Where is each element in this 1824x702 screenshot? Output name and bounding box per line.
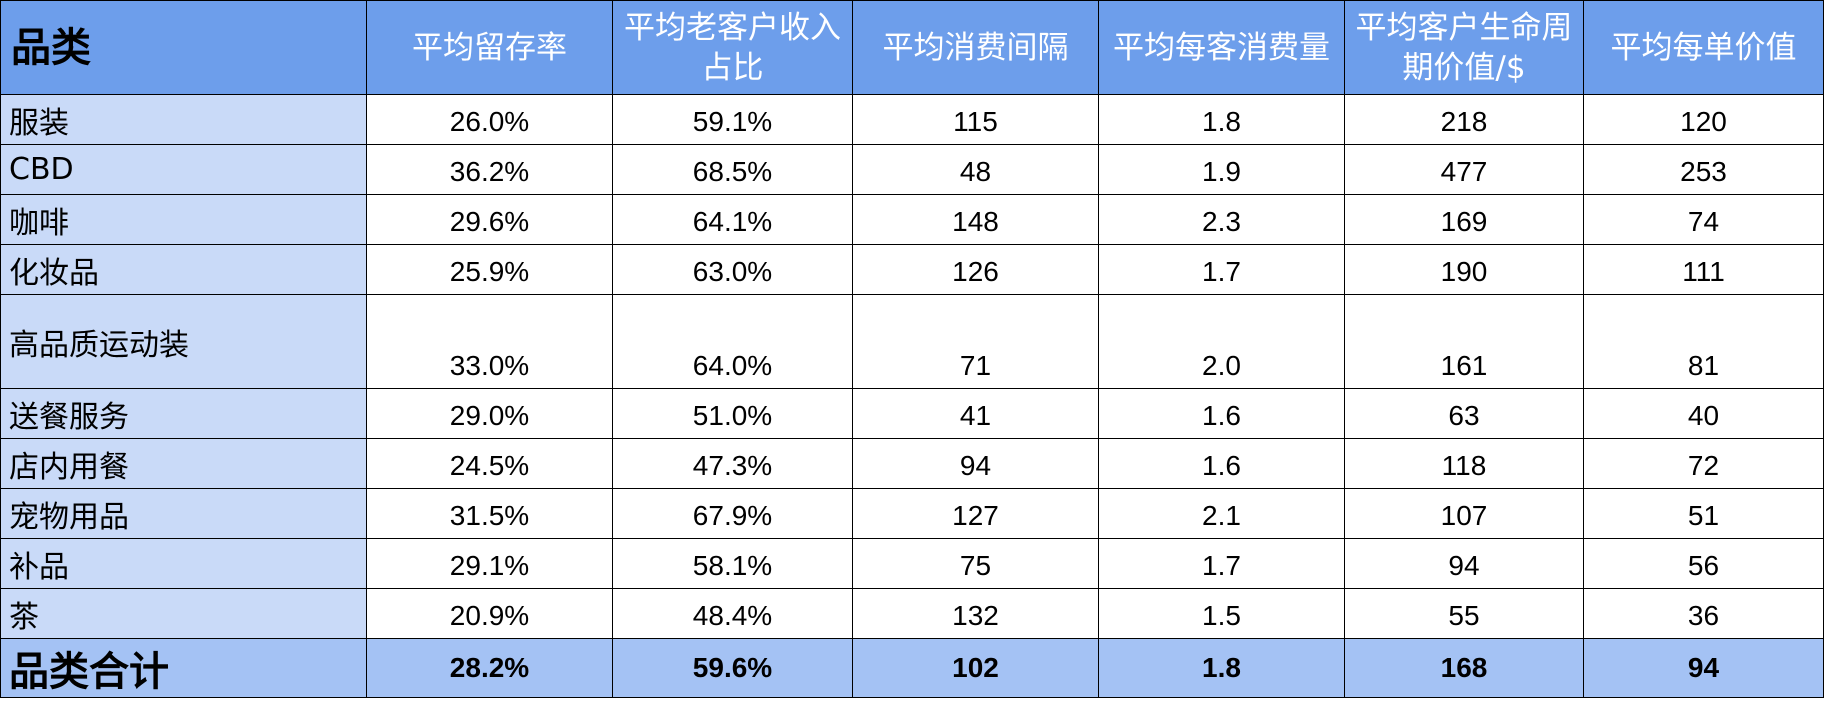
category-cell: 化妆品	[0, 244, 367, 295]
category-cell: 宠物用品	[0, 488, 367, 539]
category-cell: 服装	[0, 94, 367, 145]
customer-lifetime-value-cell: 55	[1344, 588, 1584, 639]
returning-revenue-share-cell: 59.1%	[612, 94, 853, 145]
purchase-interval-cell: 75	[852, 538, 1099, 589]
purchase-interval-cell: 132	[852, 588, 1099, 639]
customer-lifetime-value-cell: 118	[1344, 438, 1584, 489]
table-row: 补品 29.1% 58.1% 75 1.7 94 56	[0, 538, 1824, 589]
retention-cell: 36.2%	[366, 144, 613, 195]
customer-lifetime-value-cell: 218	[1344, 94, 1584, 145]
returning-revenue-share-cell: 48.4%	[612, 588, 853, 639]
average-order-value-cell: 72	[1583, 438, 1824, 489]
category-cell: 送餐服务	[0, 388, 367, 439]
header-purchase-interval: 平均消费间隔	[852, 0, 1099, 95]
total-row: 品类合计 28.2% 59.6% 102 1.8 168 94	[0, 638, 1824, 698]
header-customer-lifetime-value: 平均客户生命周期价值/$	[1344, 0, 1584, 95]
header-retention: 平均留存率	[366, 0, 613, 95]
purchase-interval-cell: 102	[852, 638, 1099, 698]
table-row: 送餐服务 29.0% 51.0% 41 1.6 63 40	[0, 388, 1824, 439]
customer-lifetime-value-cell: 168	[1344, 638, 1584, 698]
category-cell: 品类合计	[0, 638, 367, 698]
customer-lifetime-value-cell: 477	[1344, 144, 1584, 195]
average-order-value-cell: 36	[1583, 588, 1824, 639]
retention-cell: 25.9%	[366, 244, 613, 295]
retention-cell: 26.0%	[366, 94, 613, 145]
average-order-value-cell: 74	[1583, 194, 1824, 245]
returning-revenue-share-cell: 47.3%	[612, 438, 853, 489]
orders-per-customer-cell: 2.1	[1098, 488, 1345, 539]
returning-revenue-share-cell: 58.1%	[612, 538, 853, 589]
purchase-interval-cell: 71	[852, 294, 1099, 389]
customer-lifetime-value-cell: 63	[1344, 388, 1584, 439]
purchase-interval-cell: 115	[852, 94, 1099, 145]
returning-revenue-share-cell: 59.6%	[612, 638, 853, 698]
category-cell: CBD	[0, 144, 367, 195]
table-row: CBD 36.2% 68.5% 48 1.9 477 253	[0, 144, 1824, 195]
orders-per-customer-cell: 1.7	[1098, 538, 1345, 589]
average-order-value-cell: 253	[1583, 144, 1824, 195]
average-order-value-cell: 111	[1583, 244, 1824, 295]
retention-cell: 33.0%	[366, 294, 613, 389]
retention-cell: 29.6%	[366, 194, 613, 245]
orders-per-customer-cell: 1.9	[1098, 144, 1345, 195]
purchase-interval-cell: 127	[852, 488, 1099, 539]
orders-per-customer-cell: 1.6	[1098, 388, 1345, 439]
purchase-interval-cell: 94	[852, 438, 1099, 489]
orders-per-customer-cell: 1.8	[1098, 94, 1345, 145]
returning-revenue-share-cell: 51.0%	[612, 388, 853, 439]
customer-lifetime-value-cell: 94	[1344, 538, 1584, 589]
returning-revenue-share-cell: 63.0%	[612, 244, 853, 295]
purchase-interval-cell: 126	[852, 244, 1099, 295]
returning-revenue-share-cell: 64.1%	[612, 194, 853, 245]
header-orders-per-customer: 平均每客消费量	[1098, 0, 1345, 95]
table-row: 茶 20.9% 48.4% 132 1.5 55 36	[0, 588, 1824, 639]
header-returning-revenue-share: 平均老客户收入占比	[612, 0, 853, 95]
retention-cell: 20.9%	[366, 588, 613, 639]
retention-cell: 28.2%	[366, 638, 613, 698]
table-body: 服装 26.0% 59.1% 115 1.8 218 120 CBD 36.2% 68.5% 48 1…	[0, 94, 1824, 698]
category-cell: 咖啡	[0, 194, 367, 245]
customer-lifetime-value-cell: 169	[1344, 194, 1584, 245]
returning-revenue-share-cell: 64.0%	[612, 294, 853, 389]
orders-per-customer-cell: 1.7	[1098, 244, 1345, 295]
customer-lifetime-value-cell: 107	[1344, 488, 1584, 539]
retention-cell: 31.5%	[366, 488, 613, 539]
header-average-order-value: 平均每单价值	[1583, 0, 1824, 95]
table-row: 化妆品 25.9% 63.0% 126 1.7 190 111	[0, 244, 1824, 295]
category-cell: 茶	[0, 588, 367, 639]
customer-lifetime-value-cell: 190	[1344, 244, 1584, 295]
orders-per-customer-cell: 1.8	[1098, 638, 1345, 698]
returning-revenue-share-cell: 67.9%	[612, 488, 853, 539]
purchase-interval-cell: 41	[852, 388, 1099, 439]
orders-per-customer-cell: 1.6	[1098, 438, 1345, 489]
table-row: 服装 26.0% 59.1% 115 1.8 218 120	[0, 94, 1824, 145]
orders-per-customer-cell: 2.3	[1098, 194, 1345, 245]
orders-per-customer-cell: 1.5	[1098, 588, 1345, 639]
retention-cell: 29.0%	[366, 388, 613, 439]
customer-lifetime-value-cell: 161	[1344, 294, 1584, 389]
average-order-value-cell: 56	[1583, 538, 1824, 589]
table-row: 咖啡 29.6% 64.1% 148 2.3 169 74	[0, 194, 1824, 245]
retention-cell: 29.1%	[366, 538, 613, 589]
table-row: 高品质运动装 33.0% 64.0% 71 2.0 161 81	[0, 294, 1824, 389]
average-order-value-cell: 120	[1583, 94, 1824, 145]
category-cell: 补品	[0, 538, 367, 589]
table-row: 店内用餐 24.5% 47.3% 94 1.6 118 72	[0, 438, 1824, 489]
purchase-interval-cell: 48	[852, 144, 1099, 195]
category-cell: 店内用餐	[0, 438, 367, 489]
header-category: 品类	[0, 0, 367, 95]
average-order-value-cell: 81	[1583, 294, 1824, 389]
purchase-interval-cell: 148	[852, 194, 1099, 245]
returning-revenue-share-cell: 68.5%	[612, 144, 853, 195]
retention-cell: 24.5%	[366, 438, 613, 489]
average-order-value-cell: 40	[1583, 388, 1824, 439]
average-order-value-cell: 51	[1583, 488, 1824, 539]
category-cell: 高品质运动装	[0, 294, 367, 389]
table-row: 宠物用品 31.5% 67.9% 127 2.1 107 51	[0, 488, 1824, 539]
average-order-value-cell: 94	[1583, 638, 1824, 698]
orders-per-customer-cell: 2.0	[1098, 294, 1345, 389]
header-row: 品类 平均留存率 平均老客户收入占比 平均消费间隔 平均每客消费量 平均客户生命…	[0, 0, 1824, 95]
